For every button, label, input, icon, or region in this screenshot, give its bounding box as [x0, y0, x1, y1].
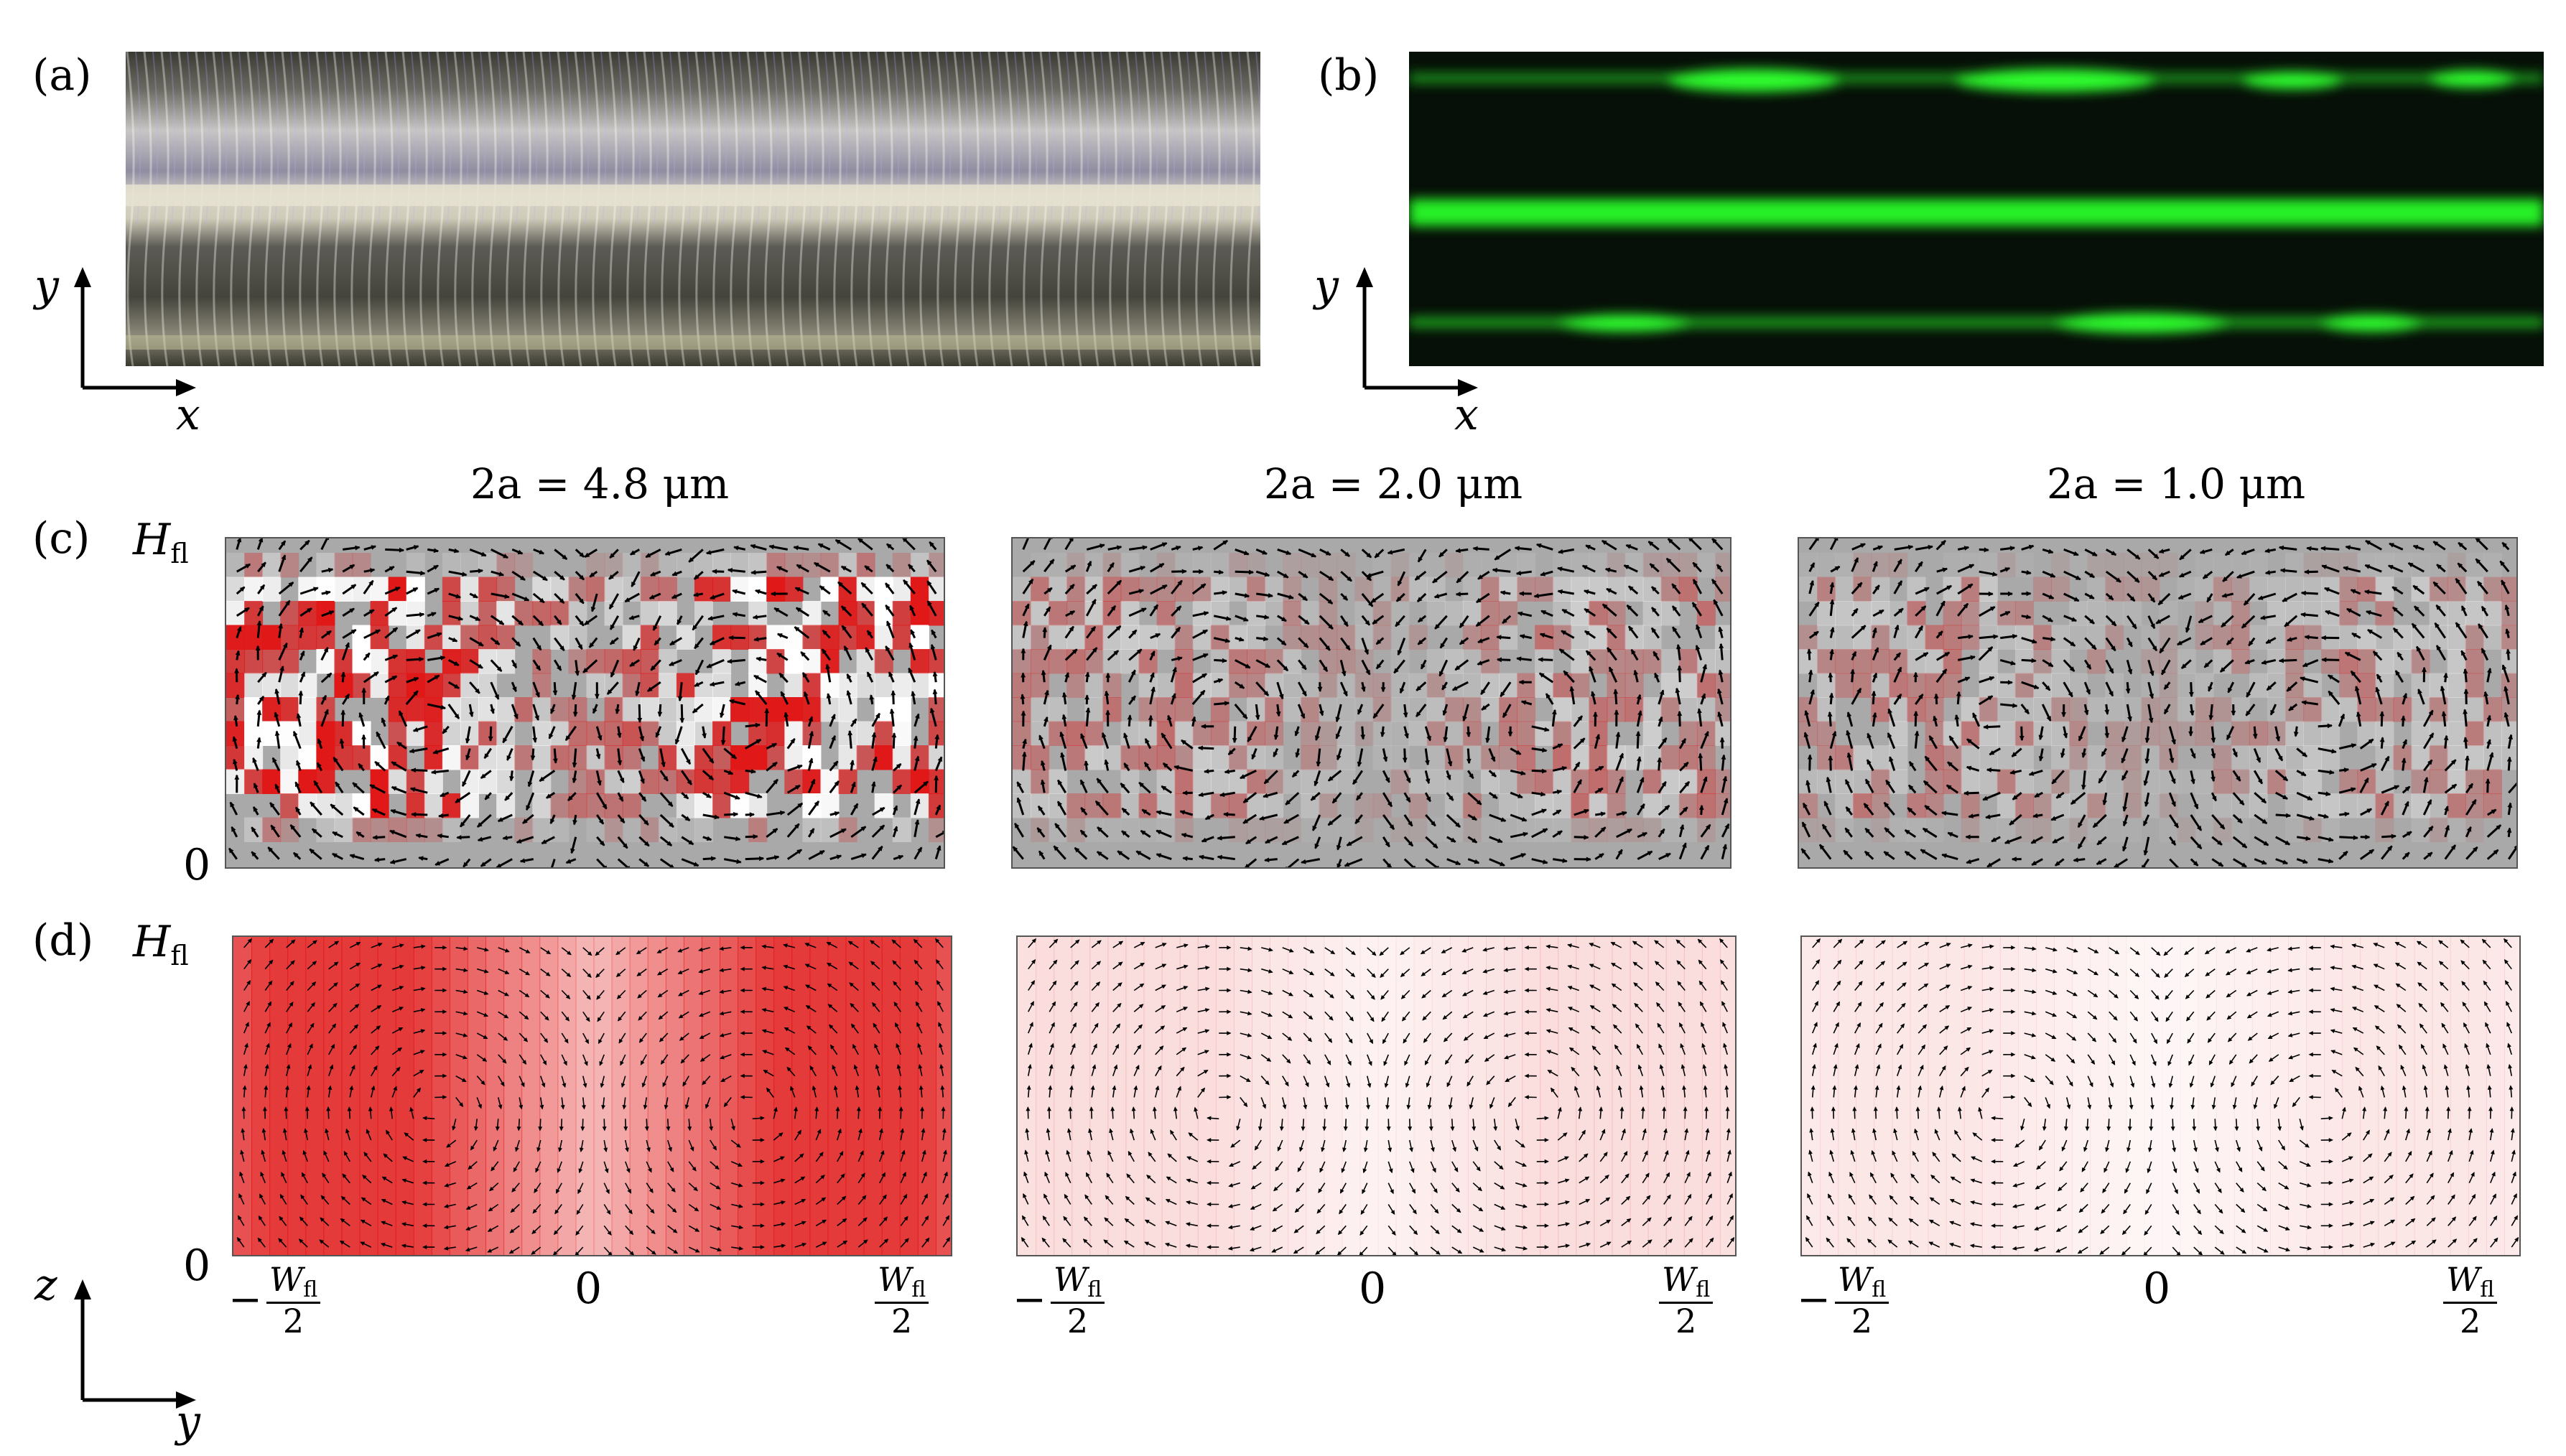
piv-panel-c1	[225, 537, 945, 869]
sim-panel-d2	[1016, 935, 1737, 1256]
axis-label-y-bottom: y	[176, 1396, 200, 1447]
photo-microscope-channel	[126, 52, 1260, 366]
panel-label-d: (d)	[32, 915, 94, 966]
axis-label-z: z	[34, 1260, 57, 1310]
z-tick-top-d: Hfl	[133, 917, 189, 971]
axis-label-x-b: x	[1454, 390, 1479, 440]
z-tick-zero-d: 0	[183, 1241, 211, 1291]
y-ticks-col1: − Wfl 2 0 Wfl 2	[228, 1256, 961, 1343]
y-ticks-col2: − Wfl 2 0 Wfl 2	[1013, 1256, 1745, 1343]
panel-label-b: (b)	[1318, 50, 1380, 101]
z-tick-zero-c: 0	[183, 840, 211, 890]
z-tick-top-c: Hfl	[133, 515, 189, 569]
axis-arrows-xy-a	[74, 267, 196, 396]
column-title-3: 2a = 1.0 μm	[2046, 459, 2306, 508]
piv-panel-c3	[1798, 537, 2518, 869]
column-title-2: 2a = 2.0 μm	[1263, 459, 1523, 508]
axis-label-y-b: y	[1314, 261, 1339, 311]
axis-arrows-xy-b	[1356, 267, 1478, 396]
sim-panel-d3	[1800, 935, 2521, 1256]
axis-arrows-zy	[74, 1279, 196, 1409]
axis-label-x-a: x	[176, 390, 200, 440]
column-title-1: 2a = 4.8 μm	[470, 459, 730, 508]
sim-panel-d1	[232, 935, 952, 1256]
panel-label-c: (c)	[32, 513, 90, 564]
piv-panel-c2	[1011, 537, 1731, 869]
y-ticks-col3: − Wfl 2 0 Wfl 2	[1797, 1256, 2529, 1343]
photo-fluorescence-channel	[1409, 52, 2544, 366]
axis-label-y-a: y	[34, 261, 59, 311]
panel-label-a: (a)	[32, 50, 92, 101]
